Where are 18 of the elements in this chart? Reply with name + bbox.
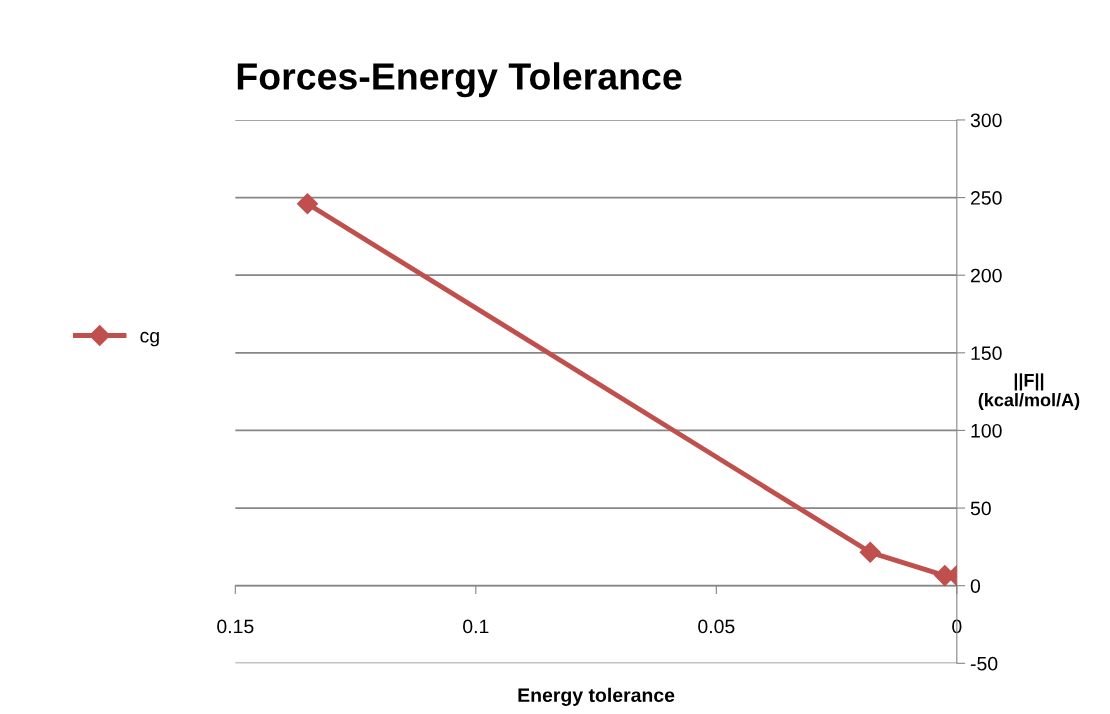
chart-title: Forces-Energy Tolerance [237,62,682,98]
x-axis-title: Energy tolerance [518,687,675,706]
y-tick-label: 50 [970,501,991,516]
x-tick-label: 0 [952,619,962,634]
x-tick-label: 0.1 [463,619,489,634]
y-tick-label: 150 [971,346,1002,361]
legend-label: cg [140,331,159,347]
y-tick-label: 0 [970,579,981,593]
y-tick-label: 200 [970,268,1002,283]
y-tick-label: 250 [970,191,1002,205]
point [296,193,318,215]
y-tick-label: 300 [970,113,1002,128]
y-tick-label: 100 [971,423,1002,438]
point [859,541,881,563]
x-tick-label: 0.15 [217,619,254,634]
y-axis-title: ||F|| (kcal/mol/A) [978,373,1080,410]
x-tick-label: 0.05 [698,619,735,634]
y-tick-label: -50 [970,656,998,671]
